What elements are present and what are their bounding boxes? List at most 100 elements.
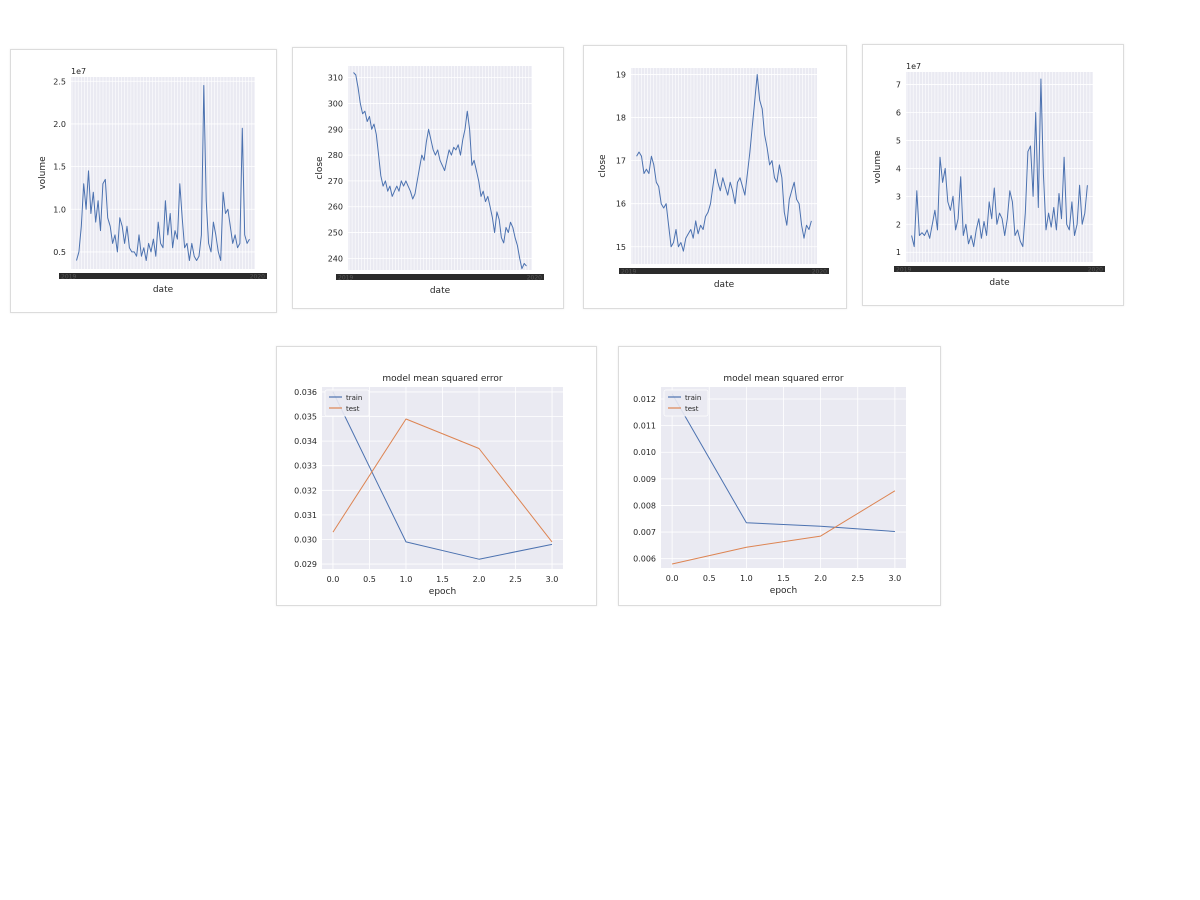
x-axis-label: date bbox=[430, 286, 451, 296]
series-line-test bbox=[671, 490, 896, 565]
x-tick-label-first: 2019 bbox=[338, 275, 353, 282]
x-tick-label-first: 2019 bbox=[896, 267, 911, 274]
y-tick-label: 1.5 bbox=[53, 163, 66, 172]
legend-label-train: train bbox=[685, 394, 701, 402]
x-tick-label-last: 2020 bbox=[812, 269, 827, 276]
x-tick-labels-dense bbox=[619, 268, 829, 274]
y-tick-label: 270 bbox=[328, 177, 343, 186]
x-tick-label: 0.5 bbox=[703, 574, 716, 583]
chart-card-close-1: 240 250 260 270 280 290 300 310 2019 2020 date clos… bbox=[292, 47, 564, 309]
x-tick-label: 1.5 bbox=[436, 575, 449, 584]
y-tick-label: 16 bbox=[616, 200, 626, 209]
y-tick-label: 280 bbox=[328, 151, 343, 160]
y-tick-label: 0.034 bbox=[294, 437, 317, 446]
x-tick-label: 3.0 bbox=[546, 575, 559, 584]
series-line bbox=[636, 74, 812, 252]
legend-label-test: test bbox=[346, 405, 360, 413]
y-tick-label: 0.036 bbox=[294, 388, 317, 397]
y-tick-label: 250 bbox=[328, 229, 343, 238]
chart-close-2: 15 16 17 18 19 2019 2020 date close bbox=[598, 68, 829, 290]
y-axis-label: volume bbox=[873, 150, 883, 184]
chart-title: model mean squared error bbox=[382, 374, 503, 384]
x-tick-labels-dense bbox=[894, 266, 1105, 272]
x-tick-label: 0.0 bbox=[327, 575, 340, 584]
y-tick-label: 0.030 bbox=[294, 535, 317, 544]
offset-text: 1e7 bbox=[906, 62, 921, 71]
y-tick-label: 0.032 bbox=[294, 486, 317, 495]
y-tick-label: 310 bbox=[328, 74, 343, 83]
y-tick-label: 0.035 bbox=[294, 413, 317, 422]
x-axis-label: date bbox=[153, 285, 174, 295]
series-line-train bbox=[671, 393, 895, 532]
chart-card-volume-2: 1 2 3 4 5 6 7 2019 2020 date volume 1e7 bbox=[862, 44, 1124, 306]
y-tick-label: 18 bbox=[616, 114, 626, 123]
grid bbox=[661, 387, 906, 568]
chart-volume-2: 1 2 3 4 5 6 7 2019 2020 date volume 1e7 bbox=[873, 62, 1105, 288]
y-tick-label: 1 bbox=[896, 248, 901, 257]
x-tick-label-last: 2020 bbox=[250, 274, 265, 281]
x-tick-label-first: 2019 bbox=[61, 274, 76, 281]
y-tick-label: 3 bbox=[896, 192, 901, 201]
x-axis-label: date bbox=[714, 280, 735, 290]
y-tick-label: 15 bbox=[616, 243, 626, 252]
y-tick-label: 300 bbox=[328, 99, 343, 108]
x-tick-label: 1.0 bbox=[400, 575, 413, 584]
x-tick-label: 2.5 bbox=[851, 574, 864, 583]
chart-volume-1: 0.5 1.0 1.5 2.0 2.5 2019 2020 date volume 1e7 bbox=[38, 67, 267, 295]
y-tick-label: 5 bbox=[896, 136, 901, 145]
y-tick-label: 0.033 bbox=[294, 462, 317, 471]
y-tick-label: 2 bbox=[896, 220, 901, 229]
y-tick-label: 0.011 bbox=[633, 422, 656, 431]
x-tick-label: 0.5 bbox=[363, 575, 376, 584]
y-tick-label: 4 bbox=[896, 164, 901, 173]
series-line bbox=[353, 72, 527, 270]
x-tick-label: 2.0 bbox=[814, 574, 827, 583]
y-tick-label: 2.5 bbox=[53, 77, 66, 86]
x-axis-label: date bbox=[989, 278, 1010, 288]
chart-mse-1: 0.029 0.030 0.031 0.032 0.033 0.034 0.035 0.036… bbox=[294, 374, 563, 597]
legend: train test bbox=[663, 389, 709, 417]
chart-title: model mean squared error bbox=[723, 374, 844, 384]
x-tick-label-last: 2020 bbox=[1088, 267, 1103, 274]
chart-close-1: 240 250 260 270 280 290 300 310 2019 2020 date clos… bbox=[315, 66, 544, 296]
y-tick-label: 0.008 bbox=[633, 501, 656, 510]
series-line-train bbox=[332, 391, 553, 560]
x-tick-label: 1.0 bbox=[740, 574, 753, 583]
chart-mse-2: 0.006 0.007 0.008 0.009 0.010 0.011 0.012 0.0 0.… bbox=[633, 374, 906, 596]
y-tick-label: 0.006 bbox=[633, 555, 656, 564]
y-tick-label: 290 bbox=[328, 125, 343, 134]
x-tick-label: 3.0 bbox=[888, 574, 901, 583]
chart-card-mse-1: 0.029 0.030 0.031 0.032 0.033 0.034 0.035 0.036… bbox=[276, 346, 597, 606]
x-tick-label: 2.5 bbox=[509, 575, 522, 584]
y-tick-label: 1.0 bbox=[53, 205, 66, 214]
y-tick-label: 0.5 bbox=[53, 248, 66, 257]
x-tick-label: 2.0 bbox=[473, 575, 486, 584]
y-axis-label: volume bbox=[38, 156, 48, 190]
x-tick-labels-dense bbox=[59, 273, 267, 279]
y-tick-label: 0.029 bbox=[294, 560, 317, 569]
series-line bbox=[76, 85, 250, 261]
y-tick-label: 260 bbox=[328, 203, 343, 212]
y-tick-label: 0.009 bbox=[633, 475, 656, 484]
series-line-test bbox=[332, 418, 553, 543]
x-tick-label: 1.5 bbox=[777, 574, 790, 583]
y-tick-label: 0.007 bbox=[633, 528, 656, 537]
y-tick-label: 0.031 bbox=[294, 511, 317, 520]
chart-card-close-2: 15 16 17 18 19 2019 2020 date close bbox=[583, 45, 847, 309]
y-tick-label: 2.0 bbox=[53, 120, 66, 129]
y-axis-label: close bbox=[315, 156, 325, 180]
x-tick-label-last: 2020 bbox=[527, 275, 542, 282]
y-tick-label: 17 bbox=[616, 157, 626, 166]
offset-text: 1e7 bbox=[71, 67, 86, 76]
chart-card-volume-1: 0.5 1.0 1.5 2.0 2.5 2019 2020 date volume 1e7 bbox=[10, 49, 277, 313]
y-axis-label: close bbox=[598, 154, 608, 178]
y-tick-label: 6 bbox=[896, 109, 901, 118]
plot-area bbox=[631, 68, 817, 264]
legend-label-test: test bbox=[685, 405, 699, 413]
grid bbox=[348, 66, 533, 270]
series-line bbox=[911, 78, 1088, 248]
x-axis-label: epoch bbox=[429, 587, 456, 597]
legend-label-train: train bbox=[346, 394, 362, 402]
chart-card-mse-2: 0.006 0.007 0.008 0.009 0.010 0.011 0.012 0.0 0.… bbox=[618, 346, 941, 606]
x-tick-label-first: 2019 bbox=[621, 269, 636, 276]
